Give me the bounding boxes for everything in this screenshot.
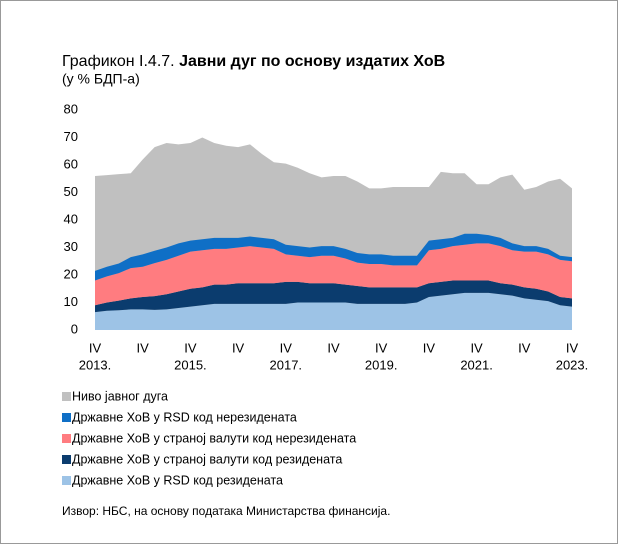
chart-title: Графикон I.4.7. Јавни дуг по основу изда… (62, 53, 445, 70)
x-year-label: 2021. (460, 357, 493, 372)
x-tick-label: IV (327, 340, 340, 355)
x-tick-label: IV (518, 340, 531, 355)
x-tick-label: IV (375, 340, 388, 355)
x-tick-label: IV (470, 340, 483, 355)
x-tick-label: IV (566, 340, 579, 355)
legend-swatch (62, 434, 71, 443)
legend-label: Државне ХоВ у страној валути код резиден… (72, 452, 342, 466)
x-tick-label: IV (184, 340, 197, 355)
legend-label: Државне ХоВ у RSD код резидената (72, 473, 283, 487)
y-tick-label: 0 (71, 321, 78, 336)
area (95, 292, 572, 330)
area (95, 280, 572, 313)
y-tick-label: 70 (64, 129, 78, 144)
x-tick-label: IV (423, 340, 436, 355)
x-tick-label: IV (232, 340, 245, 355)
x-tick-label: IV (280, 340, 293, 355)
legend-label: Државне ХоВ у страној валути код нерезид… (72, 431, 356, 445)
x-year-label: 2017. (270, 357, 303, 372)
x-year-label: 2023. (556, 357, 589, 372)
y-tick-label: 30 (64, 239, 78, 254)
legend-swatch (62, 455, 71, 464)
y-tick-label: 40 (64, 211, 78, 226)
area (95, 243, 572, 306)
legend-swatch (62, 476, 71, 485)
x-year-label: 2015. (174, 357, 207, 372)
x-year-label: 2013. (79, 357, 112, 372)
y-tick-label: 20 (64, 266, 78, 281)
source: Извор: НБС, на основу података Министарс… (62, 504, 390, 518)
y-tick-label: 10 (64, 294, 78, 309)
title-prefix: Графикон I.4.7. (62, 53, 175, 70)
area (95, 233, 572, 281)
y-tick-label: 80 (64, 101, 78, 116)
x-year-label: 2019. (365, 357, 398, 372)
subtitle: (у % БДП-а) (62, 71, 140, 87)
legend-label: Државне ХоВ у RSD код нерезидената (72, 410, 297, 424)
legend-label: Ниво јавног дуга (72, 389, 168, 403)
x-tick-label: IV (89, 340, 102, 355)
legend-swatch (62, 392, 71, 401)
y-tick-label: 50 (64, 184, 78, 199)
x-tick-label: IV (137, 340, 150, 355)
y-tick-label: 60 (64, 156, 78, 171)
legend-swatch (62, 413, 71, 422)
title-main: Јавни дуг по основу издатих ХоВ (179, 53, 445, 70)
